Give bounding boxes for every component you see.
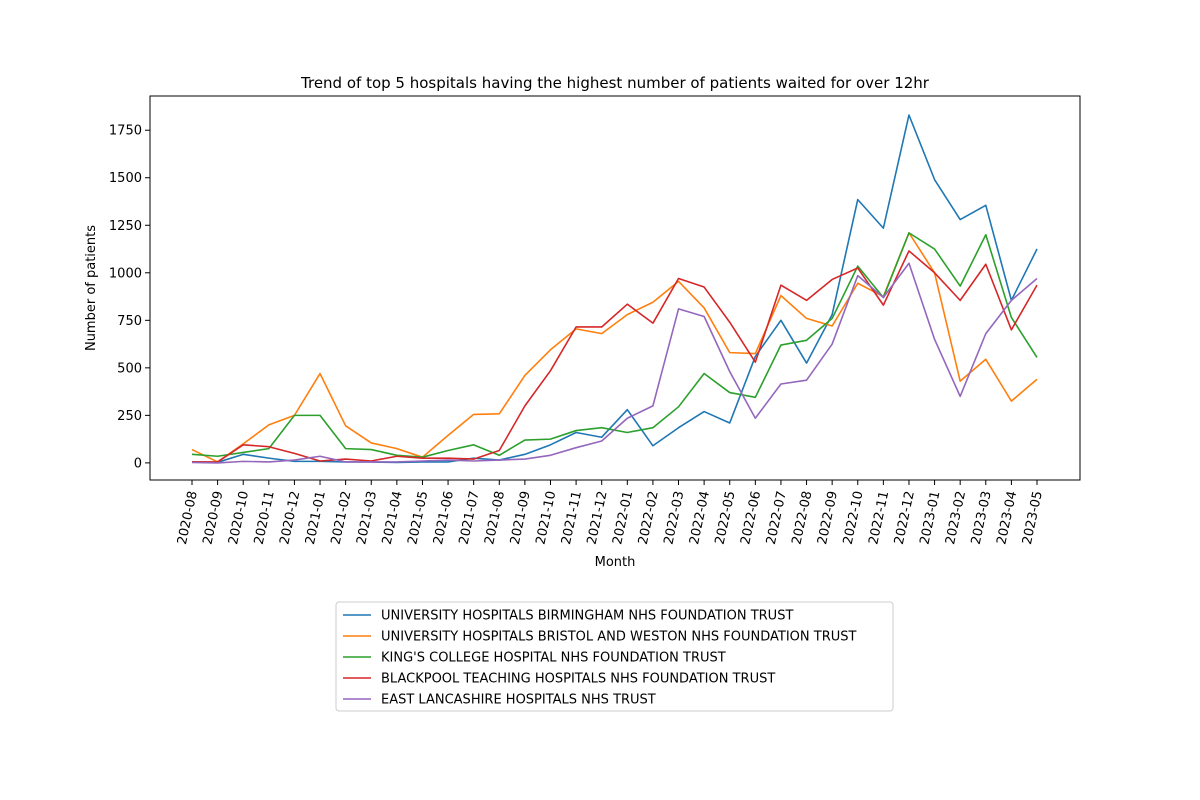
chart-title: Trend of top 5 hospitals having the high… [300, 74, 930, 92]
x-tick-label: 2022-07 [764, 490, 790, 546]
x-tick-label: 2021-03 [354, 490, 380, 546]
x-tick-label: 2022-09 [815, 490, 841, 546]
x-tick-label: 2021-11 [559, 490, 585, 546]
legend-label: EAST LANCASHIRE HOSPITALS NHS TRUST [381, 693, 656, 708]
x-tick-label: 2023-04 [994, 490, 1020, 546]
legend-frame [335, 601, 894, 712]
series-line-4 [192, 250, 1038, 463]
y-tick-label: 1500 [109, 171, 142, 186]
x-tick-label: 2021-12 [585, 490, 611, 546]
legend-label: KING'S COLLEGE HOSPITAL NHS FOUNDATION T… [381, 651, 726, 666]
plot-lines [191, 114, 1038, 464]
plot-area-frame [149, 95, 1081, 481]
x-tick-label: 2021-07 [457, 490, 483, 546]
legend-items: UNIVERSITY HOSPITALS BIRMINGHAM NHS FOUN… [343, 609, 856, 708]
x-tick-label: 2022-02 [636, 490, 662, 546]
y-axis-label: Number of patients [84, 225, 99, 351]
x-tick-label: 2021-10 [533, 490, 559, 546]
x-axis-label: Month [595, 555, 636, 570]
x-tick-label: 2020-12 [277, 490, 303, 546]
x-tick-label: 2022-08 [789, 490, 815, 546]
legend-label: UNIVERSITY HOSPITALS BRISTOL AND WESTON … [381, 630, 856, 645]
y-tick-label: 750 [117, 314, 142, 329]
y-tick-label: 500 [117, 361, 142, 376]
y-tick-label: 1000 [109, 266, 142, 281]
x-tick-label: 2020-09 [201, 490, 227, 546]
x-tick-label: 2022-11 [866, 490, 892, 546]
legend-label: BLACKPOOL TEACHING HOSPITALS NHS FOUNDAT… [381, 672, 775, 687]
x-tick-label: 2022-12 [892, 490, 918, 546]
y-axis: 0 250 500 750 1000 1250 1500 1750 [109, 124, 150, 471]
x-tick-label: 2023-05 [1020, 490, 1046, 546]
series-line-1 [191, 114, 1038, 464]
x-tick-label: 2020-11 [252, 490, 278, 546]
series-line-5 [191, 262, 1038, 464]
legend-label: UNIVERSITY HOSPITALS BIRMINGHAM NHS FOUN… [381, 609, 793, 624]
x-tick-label: 2021-05 [405, 490, 431, 546]
x-tick-label: 2023-01 [918, 490, 944, 546]
y-tick-label: 1250 [109, 219, 142, 234]
x-tick-label: 2021-08 [482, 490, 508, 546]
x-tick-label: 2021-01 [303, 490, 329, 546]
x-tick-label: 2022-10 [841, 490, 867, 546]
x-tick-label: 2021-09 [508, 490, 534, 546]
x-tick-label: 2022-05 [713, 490, 739, 546]
x-tick-label: 2021-02 [329, 490, 355, 546]
x-tick-label: 2023-03 [969, 490, 995, 546]
legend: UNIVERSITY HOSPITALS BIRMINGHAM NHS FOUN… [335, 601, 894, 712]
x-tick-label: 2023-02 [943, 490, 969, 546]
x-tick-label: 2022-06 [738, 490, 764, 546]
x-tick-label: 2022-01 [610, 490, 636, 546]
y-tick-label: 0 [134, 456, 142, 471]
x-tick-label: 2020-10 [226, 490, 252, 546]
x-tick-label: 2022-04 [687, 490, 713, 546]
x-tick-label: 2021-04 [380, 490, 406, 546]
y-tick-label: 1750 [109, 124, 142, 139]
y-tick-label: 250 [117, 409, 142, 424]
x-tick-label: 2021-06 [431, 490, 457, 546]
x-tick-label: 2020-08 [175, 490, 201, 546]
x-tick-label: 2022-03 [661, 490, 687, 546]
x-axis: 2020-08 2020-09 2020-10 2020-11 2020-12 2021-… [175, 480, 1046, 546]
